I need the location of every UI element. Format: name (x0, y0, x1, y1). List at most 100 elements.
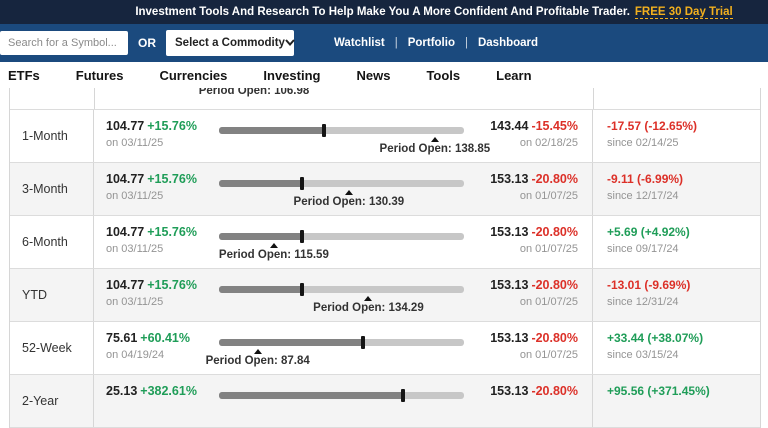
period-high-block: 153.13 -20.80% (464, 375, 592, 427)
nav-item-futures[interactable]: Futures (75, 67, 124, 83)
slider-track (219, 127, 464, 134)
low-percent: +15.76% (147, 278, 197, 292)
high-value: 153.13 (490, 384, 529, 398)
high-date: on 02/18/25 (519, 137, 578, 149)
low-date: on 03/11/25 (106, 296, 164, 308)
low-value: 104.77 (106, 225, 145, 239)
symbol-search-input[interactable] (0, 31, 128, 55)
low-percent: +382.61% (140, 384, 197, 398)
low-value: 104.77 (106, 119, 145, 133)
range-cell: 104.77 +15.76% on 03/11/25 Period Open: 1… (94, 110, 593, 162)
high-value: 153.13 (490, 331, 529, 345)
period-open-marker-icon (430, 137, 439, 142)
period-open-marker-icon (344, 190, 353, 195)
watchlist-link[interactable]: Watchlist (334, 37, 385, 49)
range-cell: 104.77 +15.76% on 03/11/25 Period Open: 1… (94, 216, 593, 268)
low-date: on 03/11/25 (106, 137, 164, 149)
low-date: on 03/11/25 (106, 243, 164, 255)
slider-track (219, 286, 464, 293)
high-percent: -20.80% (531, 331, 578, 345)
change-date: since 12/17/24 (607, 190, 679, 202)
period-open-marker-icon (269, 243, 278, 248)
site-toolbar: OR Select a Commodity Watchlist | Portfo… (0, 24, 768, 62)
high-percent: -20.80% (531, 278, 578, 292)
slider-fill (219, 392, 403, 399)
period-open-marker-icon (253, 349, 262, 354)
change-date: since 09/17/24 (607, 243, 679, 255)
high-date: on 01/07/25 (519, 349, 578, 361)
change-date: since 02/14/25 (607, 137, 679, 149)
period-low-block: 104.77 +15.76% on 03/11/25 (94, 163, 219, 215)
slider-marker (300, 177, 305, 190)
period-low-block: 75.61 +60.41% on 04/19/24 (94, 322, 219, 374)
high-value: 153.13 (490, 225, 529, 239)
low-date: on 04/19/24 (106, 349, 165, 361)
slider-fill (219, 180, 303, 187)
nav-item-currencies[interactable]: Currencies (159, 67, 228, 83)
nav-item-learn[interactable]: Learn (496, 67, 532, 83)
period-low-block: 104.77 +15.76% on 03/11/25 (94, 216, 219, 268)
low-percent: +60.41% (140, 331, 190, 345)
commodity-select-label: Select a Commodity (175, 37, 285, 49)
change-value: -13.01 (-9.69%) (607, 278, 691, 292)
dashboard-link[interactable]: Dashboard (477, 37, 539, 49)
period-open-label: Period Open: 134.29 (313, 302, 424, 314)
change-value: -9.11 (-6.99%) (607, 172, 684, 186)
high-percent: -20.80% (531, 384, 578, 398)
free-trial-link[interactable]: FREE 30 Day Trial (634, 5, 733, 19)
slider-fill (219, 127, 324, 134)
slider-fill (219, 339, 364, 346)
change-cell: -17.57 (-12.65%) since 02/14/25 (593, 110, 760, 162)
low-value: 104.77 (106, 278, 145, 292)
change-cell: -9.11 (-6.99%) since 12/17/24 (593, 163, 760, 215)
change-value: +5.69 (+4.92%) (607, 225, 690, 239)
slider-fill (219, 233, 303, 240)
change-cell: +95.56 (+371.45%) (593, 375, 760, 427)
performance-row: 52-Week 75.61 +60.41% on 04/19/24 Period … (10, 322, 760, 375)
slider-marker (400, 389, 405, 402)
account-links: Watchlist | Portfolio | Dashboard (334, 37, 538, 49)
period-open-marker-icon (364, 296, 373, 301)
high-value: 153.13 (490, 278, 529, 292)
slider-fill (219, 286, 303, 293)
portfolio-link[interactable]: Portfolio (407, 37, 455, 49)
change-cell: +33.44 (+38.07%) since 03/15/24 (593, 322, 760, 374)
commodity-select[interactable]: Select a Commodity (166, 30, 295, 56)
slider-marker (300, 283, 305, 296)
nav-item-investing[interactable]: Investing (263, 67, 321, 83)
period-high-block: 153.13 -20.80% on 01/07/25 (464, 322, 592, 374)
period-high-block: 153.13 -20.80% on 01/07/25 (464, 216, 592, 268)
high-value: 143.44 (490, 119, 529, 133)
performance-row: 3-Month 104.77 +15.76% on 03/11/25 Period… (10, 163, 760, 216)
price-performance-table: Period Open: 106.98 1-Month 104.77 +15.76… (9, 88, 761, 428)
change-value: -17.57 (-12.65%) (607, 119, 698, 133)
performance-row: 1-Month 104.77 +15.76% on 03/11/25 Period… (10, 110, 760, 163)
period-open-label: Period Open: 106.98 (198, 88, 310, 97)
change-date: since 12/31/24 (607, 296, 679, 308)
nav-item-tools[interactable]: Tools (426, 67, 461, 83)
performance-rows: 1-Month 104.77 +15.76% on 03/11/25 Period… (10, 110, 760, 428)
low-percent: +15.76% (147, 119, 197, 133)
period-high-block: 143.44 -15.45% on 02/18/25 (464, 110, 592, 162)
nav-item-etfs[interactable]: ETFs (8, 67, 40, 83)
high-date: on 01/07/25 (519, 190, 578, 202)
low-value: 104.77 (106, 172, 145, 186)
range-cell: 104.77 +15.76% on 03/11/25 Period Open: 1… (94, 269, 593, 321)
low-value: 75.61 (106, 331, 138, 345)
change-cell: +5.69 (+4.92%) since 09/17/24 (593, 216, 760, 268)
low-value: 25.13 (106, 384, 138, 398)
period-label: 2-Year (10, 375, 94, 427)
period-open-label: Period Open: 87.84 (205, 355, 310, 367)
range-cell: 25.13 +382.61% 153.13 -20.80% (94, 375, 593, 427)
period-low-block: 25.13 +382.61% (94, 375, 219, 427)
high-percent: -15.45% (531, 119, 578, 133)
high-percent: -20.80% (531, 172, 578, 186)
performance-row: 6-Month 104.77 +15.76% on 03/11/25 Period… (10, 216, 760, 269)
range-slider: Period Open: 130.39 (219, 163, 464, 215)
period-low-block: 104.77 +15.76% on 03/11/25 (94, 110, 219, 162)
period-low-block: 104.77 +15.76% on 03/11/25 (94, 269, 219, 321)
range-slider: Period Open: 115.59 (219, 216, 464, 268)
change-value: +33.44 (+38.07%) (607, 331, 704, 345)
change-value: +95.56 (+371.45%) (607, 384, 710, 398)
nav-item-news[interactable]: News (356, 67, 391, 83)
